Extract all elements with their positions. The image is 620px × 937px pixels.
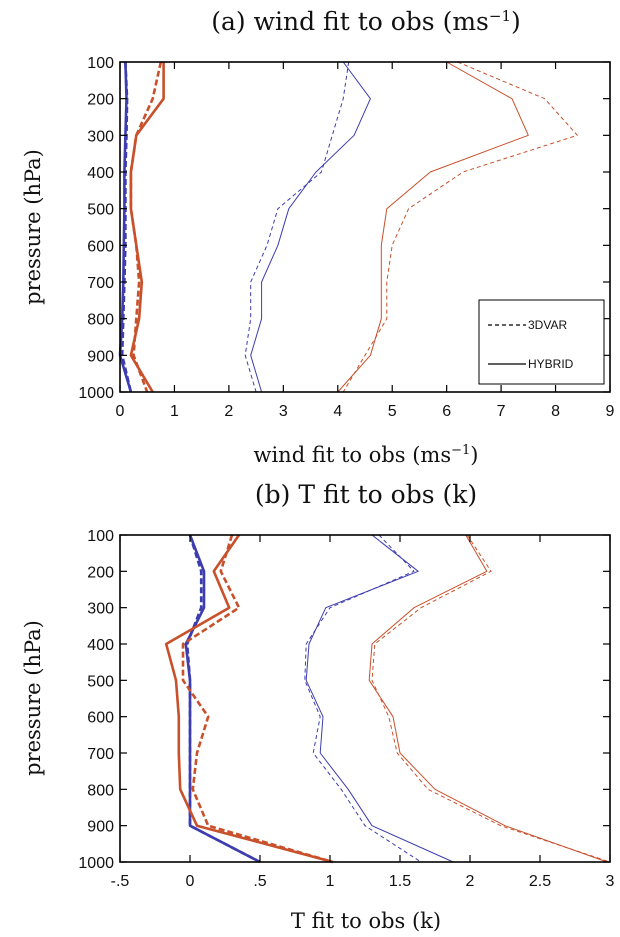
panel-a-series-red-dashed-thick [129, 61, 163, 393]
panel-a-x-axis-label: wind fit to obs (ms−1) [253, 443, 478, 467]
panel-b-series-blue-dashed-thick [185, 534, 261, 864]
panel-b-series-blue-solid-thick [184, 534, 261, 864]
panel-b-y-tick-label: 300 [87, 601, 114, 618]
panel-b-series [164, 534, 611, 864]
legend-label-3dvar: 3DVAR [528, 318, 567, 332]
panel-b-y-tick-label: 700 [87, 746, 114, 763]
panel-b-x-tick-label: -.5 [111, 873, 130, 890]
panel-a-y-tick-label: 600 [87, 238, 114, 255]
panel-b-x-tick-label: 0 [186, 873, 195, 890]
panel-b: (b) T fit to obs (k) -.5 0 .5 1 1.5 2 2.5 3 100 2… [21, 480, 615, 933]
panel-a-y-tick-label: 100 [87, 55, 114, 72]
panel-a-x-tick-label: 0 [116, 403, 125, 420]
panel-a-y-tick-label: 1000 [78, 385, 114, 402]
panel-a-y-tick-label: 900 [87, 348, 114, 365]
panel-b-series-blue-solid-thin [305, 534, 454, 863]
legend-label-hybrid: HYBRID [528, 357, 574, 371]
legend-box [478, 299, 605, 385]
panel-b-x-tick-label: 1 [326, 873, 335, 890]
panel-a-y-tick-label: 200 [87, 92, 114, 109]
panel-b-ticks: -.5 0 .5 1 1.5 2 2.5 3 100 200 300 400 500 600 700 800 9… [78, 528, 614, 890]
panel-a-x-tick-label: 3 [279, 403, 288, 420]
panel-b-x-tick-label: 2.5 [529, 873, 551, 890]
panel-a-x-tick-label: 2 [224, 403, 233, 420]
panel-b-x-tick-label: .5 [253, 873, 266, 890]
panel-b-y-axis-label: pressure (hPa) [21, 620, 45, 776]
panel-b-series-red-dashed-thin [371, 534, 611, 863]
panel-b-x-axis-label: T fit to obs (k) [291, 909, 441, 933]
panel-a-series-red-solid-thick [129, 62, 165, 393]
panel-b-plot-frame [119, 534, 611, 863]
panel-a-x-tick-label: 6 [442, 403, 451, 420]
legend: 3DVAR HYBRID [478, 299, 605, 385]
panel-b-y-tick-label: 800 [87, 782, 114, 799]
panel-a-ticks: 0 1 2 3 4 5 6 7 8 9 100 200 300 400 500 600 700 800 900 100… [78, 55, 614, 420]
panel-a-x-tick-label: 4 [333, 403, 342, 420]
panel-b-y-tick-label: 100 [87, 528, 114, 545]
panel-a-series-red-solid-thin [337, 61, 529, 393]
panel-b-x-tick-label: 3 [606, 873, 615, 890]
panel-b-x-tick-label: 2 [466, 873, 475, 890]
panel-a-y-tick-label: 300 [87, 128, 114, 145]
panel-a-title: (a) wind fit to obs (ms−1) [211, 7, 521, 36]
panel-b-series-red-solid-thin [368, 534, 608, 863]
panel-b-y-tick-label: 500 [87, 673, 114, 690]
panel-a-series [118, 61, 578, 393]
panel-a-x-tick-label: 8 [551, 403, 560, 420]
panel-a-x-tick-label: 7 [497, 403, 506, 420]
panel-b-series-red-solid-thick [164, 534, 334, 864]
panel-b-y-tick-label: 400 [87, 637, 114, 654]
panel-a-y-axis-label: pressure (hPa) [21, 149, 45, 305]
panel-b-y-tick-label: 1000 [78, 855, 114, 872]
panel-a-x-tick-label: 1 [170, 403, 179, 420]
panel-a-y-tick-label: 800 [87, 312, 114, 329]
panel-b-series-blue-dashed-thin [304, 534, 422, 863]
panel-b-title: (b) T fit to obs (k) [255, 480, 477, 509]
panel-a-y-tick-label: 400 [87, 165, 114, 182]
panel-b-series-red-dashed-thick [181, 534, 334, 864]
panel-a-x-tick-label: 9 [606, 403, 615, 420]
panel-a-x-tick-label: 5 [388, 403, 397, 420]
panel-a-y-tick-label: 700 [87, 275, 114, 292]
panel-a-series-blue-solid-thick [118, 61, 133, 393]
panel-a-series-blue-solid-thin [250, 61, 371, 393]
panel-a: (a) wind fit to obs (ms−1) 0 1 2 3 4 5 6 7 8 9 100… [21, 7, 615, 467]
panel-b-x-tick-label: 1.5 [389, 873, 411, 890]
panel-a-y-tick-label: 500 [87, 202, 114, 219]
panel-a-series-blue-dashed-thin [244, 61, 350, 393]
panel-b-y-tick-label: 200 [87, 564, 114, 581]
panel-b-y-tick-label: 600 [87, 710, 114, 727]
panel-a-plot-frame [119, 61, 611, 393]
panel-b-y-tick-label: 900 [87, 819, 114, 836]
